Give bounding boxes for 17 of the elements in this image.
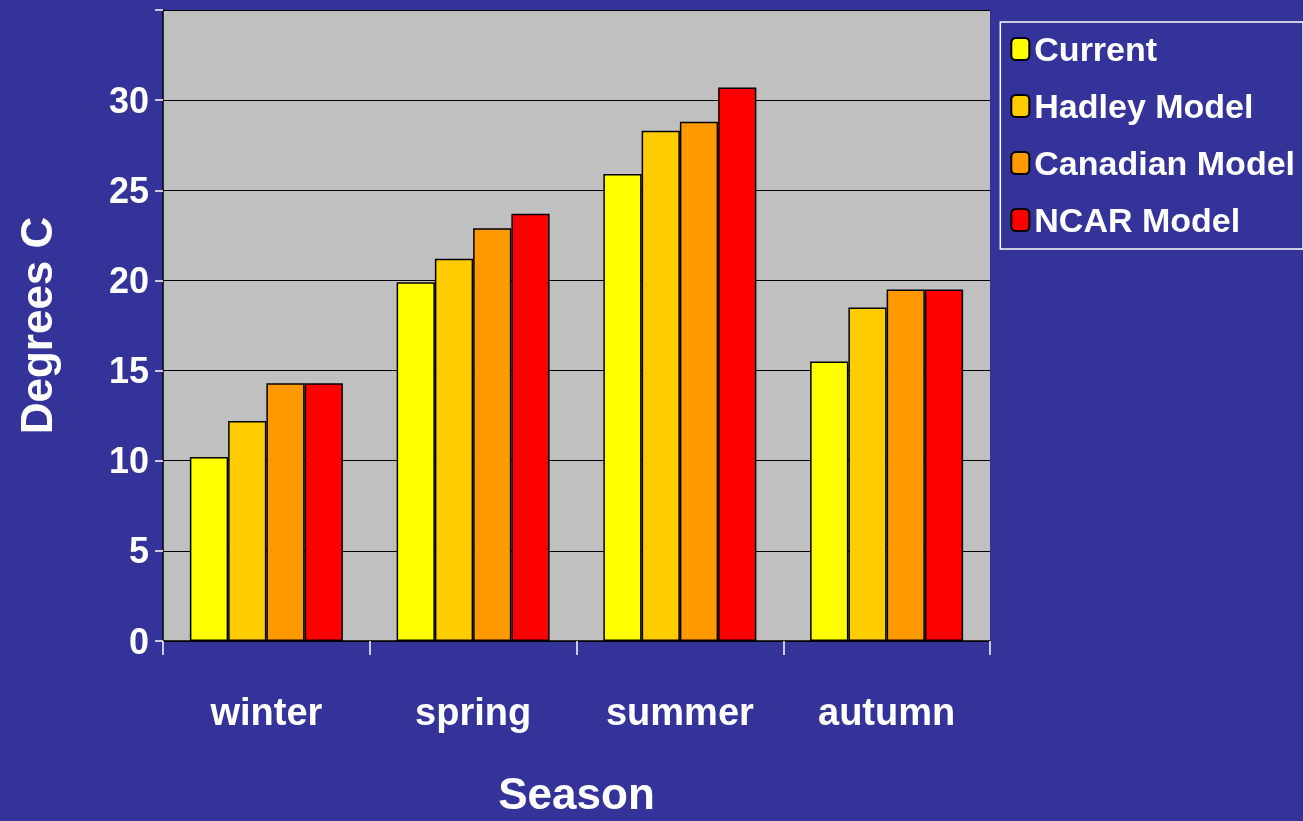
y-axis-title: Degrees C <box>11 216 61 435</box>
legend-label: NCAR Model <box>1034 201 1241 239</box>
legend-label: Canadian Model <box>1034 144 1296 182</box>
x-tick-label: summer <box>605 691 755 733</box>
legend-label: Hadley Model <box>1034 87 1254 125</box>
y-tick-label: 30 <box>108 79 149 121</box>
x-tick-label: winter <box>209 691 323 733</box>
y-tick-label: 25 <box>108 169 149 211</box>
y-tick-label: 5 <box>128 530 149 572</box>
legend-label: Current <box>1034 30 1158 68</box>
y-tick-label: 15 <box>108 350 149 392</box>
y-tick-label: 0 <box>128 620 149 662</box>
y-tick-label: 20 <box>108 259 149 301</box>
x-tick-label: spring <box>415 691 532 733</box>
x-tick-label: autumn <box>818 691 956 733</box>
x-axis-title: Season <box>498 768 655 818</box>
y-tick-label: 10 <box>108 440 149 482</box>
